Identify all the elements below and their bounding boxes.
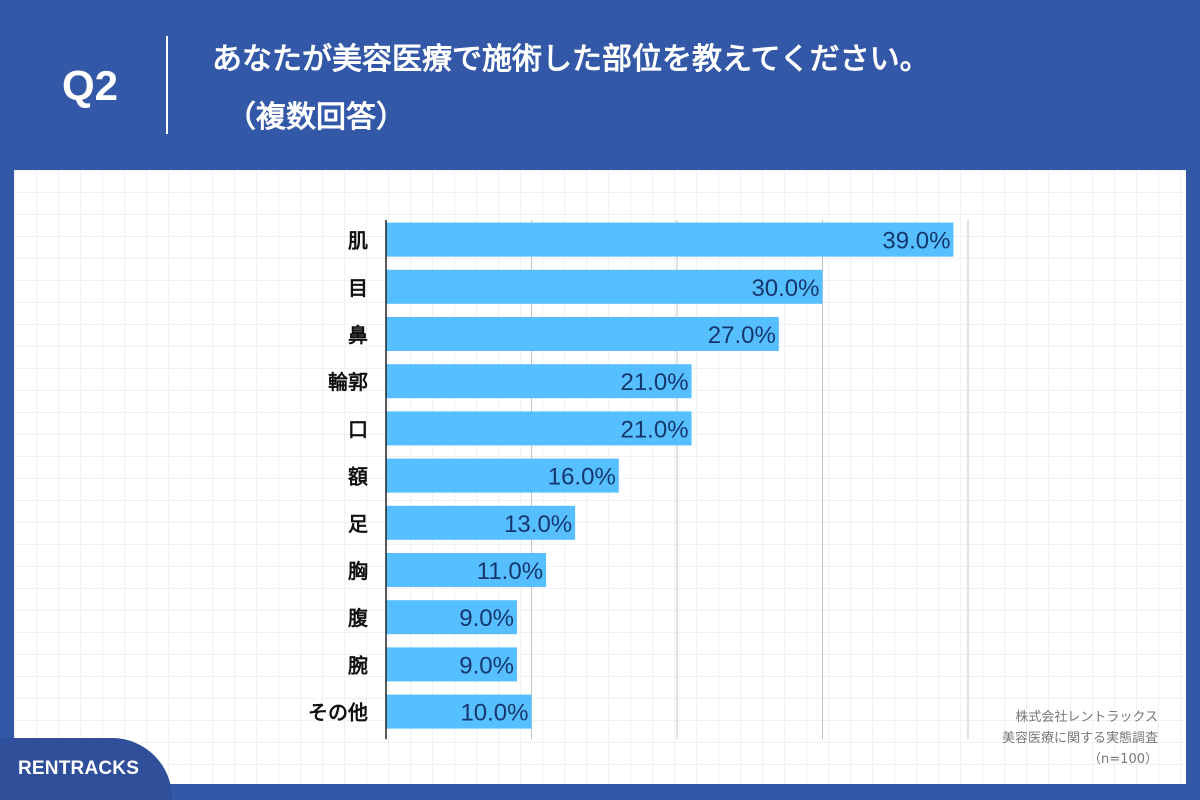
bar-9 <box>386 647 517 682</box>
bar-2 <box>386 317 779 351</box>
question-subtitle: （複数回答） <box>226 100 406 135</box>
question-number: Q2 <box>62 62 119 109</box>
question-title: あなたが美容医療で施術した部位を教えてください。 <box>212 42 930 77</box>
category-label-4: 口 <box>348 417 368 441</box>
logo-tab <box>0 738 172 800</box>
bar-value-label-5: 16.0% <box>548 464 616 491</box>
bar-4 <box>386 411 692 446</box>
header-divider <box>166 36 168 134</box>
bar-value-label-2: 27.0% <box>708 322 776 349</box>
bar-chart: 39.0% 肌 30.0% 目 27.0% 鼻 21.0% 輪郭 21.0% 口 16.0% 額 13.… <box>308 220 969 740</box>
bar-value-label-3: 21.0% <box>620 369 688 396</box>
rentracks-logo: RENTRACKS <box>18 758 140 779</box>
category-label-7: 胸 <box>348 559 368 583</box>
bar-value-label-6: 13.0% <box>504 511 572 538</box>
source-survey: 美容医療に関する実態調査 <box>1001 730 1158 746</box>
bar-value-label-10: 10.0% <box>460 700 528 727</box>
category-label-9: 腕 <box>347 653 368 677</box>
category-label-5: 額 <box>347 465 368 489</box>
source-sample-size: （n=100） <box>1088 751 1158 767</box>
bar-value-label-7: 11.0% <box>477 558 543 585</box>
category-label-0: 肌 <box>348 229 368 253</box>
bar-1 <box>386 269 823 304</box>
chart-card: 39.0% 肌 30.0% 目 27.0% 鼻 21.0% 輪郭 21.0% 口 16.0% 額 13.… <box>14 170 1186 784</box>
bar-7 <box>386 553 547 587</box>
header: Q2 あなたが美容医療で施術した部位を教えてください。 （複数回答） <box>0 0 1200 170</box>
bar-8 <box>386 600 517 635</box>
bar-6 <box>386 505 576 540</box>
bar-value-label-1: 30.0% <box>751 275 819 302</box>
bar-0 <box>386 222 954 257</box>
bar-value-label-0: 39.0% <box>882 228 950 255</box>
bar-value-label-8: 9.0% <box>459 605 514 632</box>
category-label-2: 鼻 <box>348 323 368 347</box>
source-company: 株式会社レントラックス <box>1015 710 1158 725</box>
bar-10 <box>386 694 532 729</box>
category-label-3: 輪郭 <box>328 370 368 394</box>
bar-value-label-4: 21.0% <box>620 416 688 443</box>
category-label-6: 足 <box>348 512 369 536</box>
category-label-10: その他 <box>308 701 368 725</box>
bar-3 <box>386 364 692 399</box>
source-note: 株式会社レントラックス 美容医療に関する実態調査 （n=100） <box>1002 708 1158 770</box>
bar-5 <box>386 458 619 493</box>
bar-value-label-9: 9.0% <box>459 652 514 679</box>
category-label-8: 腹 <box>348 606 369 630</box>
category-label-1: 目 <box>348 276 368 300</box>
